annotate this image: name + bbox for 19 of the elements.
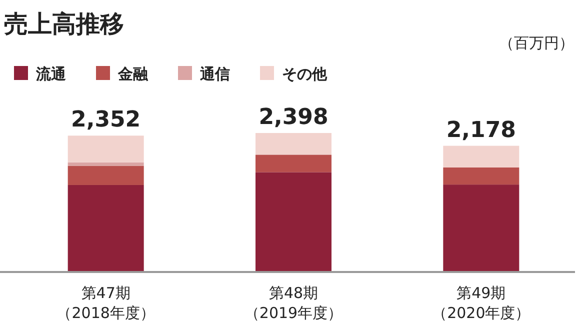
legend-label: 金融 — [117, 65, 149, 83]
annotation: 2,352 — [71, 108, 141, 133]
annotation: 2,398 — [258, 105, 328, 130]
legend-item: その他 — [260, 65, 327, 83]
category: （2020年度） — [432, 304, 530, 322]
legend-item: 流通 — [14, 65, 66, 83]
category: 第47期 — [81, 284, 130, 302]
category: 第48期 — [268, 284, 318, 302]
category: 第49期 — [456, 284, 506, 302]
annotation: 2,178 — [446, 118, 516, 143]
category: （2018年度） — [56, 304, 155, 322]
legend-item: 通信 — [178, 65, 230, 83]
subtitle: （百万円） — [499, 34, 574, 52]
legend-label: その他 — [282, 65, 328, 83]
category: （2019年度） — [244, 304, 343, 322]
legend-label: 流通 — [35, 65, 67, 83]
legend-label: 通信 — [199, 65, 230, 83]
title: 売上高推移 — [4, 10, 124, 38]
legend-item: 金融 — [96, 65, 148, 83]
